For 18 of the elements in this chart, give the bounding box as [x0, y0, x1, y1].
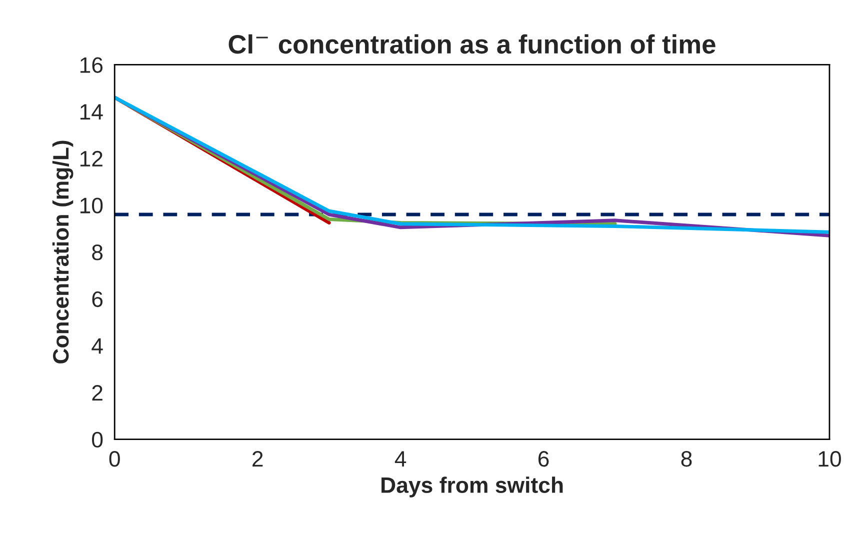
- x-tick-label: 4: [394, 451, 406, 466]
- y-tick-label: 12: [80, 150, 102, 166]
- y-tick-label: 0: [92, 432, 103, 448]
- x-tick-label: 10: [818, 450, 841, 467]
- x-tick-label: 0: [109, 450, 120, 467]
- x-tick-label: 2: [252, 450, 263, 466]
- x-tick-label: 8: [681, 450, 692, 467]
- y-tick-label: 2: [92, 384, 102, 401]
- y-tick-label: 8: [92, 244, 103, 260]
- y-tick-label: 14: [80, 104, 103, 120]
- chart-title: Cl$^{−}$ concentration as a function of time: [228, 34, 716, 54]
- x-axis-title: Days from switch: [382, 476, 563, 498]
- y-tick-label: 6: [92, 291, 103, 308]
- x-tick-label: 6: [538, 450, 549, 467]
- y-axis-title: Concentration (mg/L): [52, 140, 74, 364]
- y-tick-label: 10: [80, 198, 103, 214]
- y-tick-label: 16: [80, 57, 103, 73]
- y-tick-label: 4: [92, 338, 103, 354]
